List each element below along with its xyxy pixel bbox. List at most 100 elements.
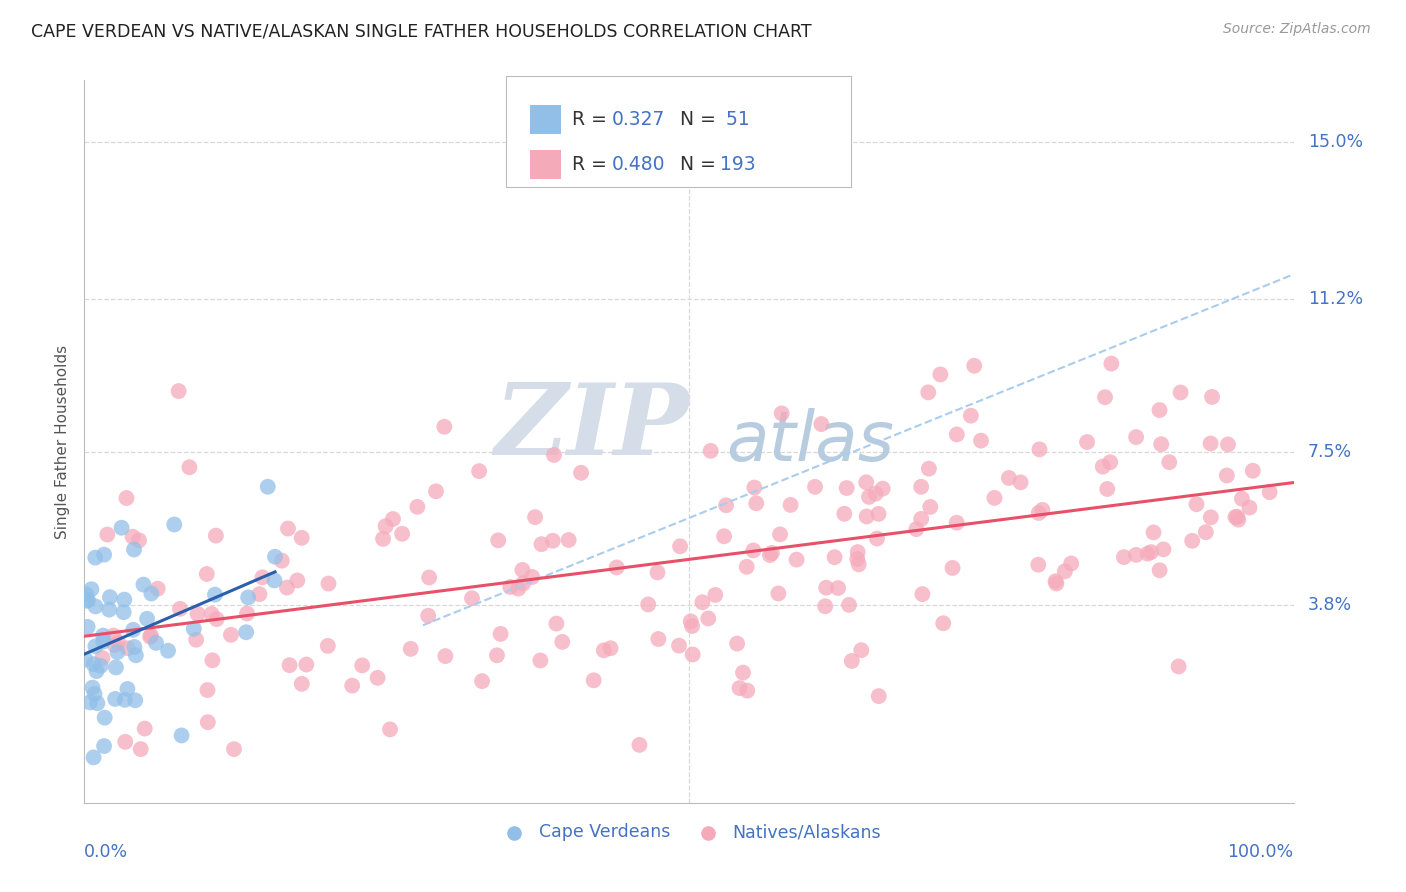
Point <box>959 409 981 423</box>
Point <box>814 599 837 614</box>
Point <box>434 649 457 664</box>
Point <box>205 612 228 626</box>
Point <box>529 653 551 667</box>
Point <box>112 605 135 619</box>
Point <box>170 728 193 742</box>
Point <box>270 554 292 568</box>
Point <box>256 480 278 494</box>
Point <box>1241 464 1264 478</box>
Point <box>983 491 1005 505</box>
Point <box>1028 442 1050 457</box>
Text: R =: R = <box>572 110 613 128</box>
Point <box>1185 497 1208 511</box>
Point <box>83 750 105 764</box>
Text: 15.0%: 15.0% <box>1308 133 1364 152</box>
Point <box>352 658 374 673</box>
Point <box>735 559 758 574</box>
Point <box>114 735 136 749</box>
Text: N =: N = <box>668 110 721 128</box>
Point <box>606 560 628 574</box>
Point <box>79 696 101 710</box>
Point <box>868 689 890 703</box>
Point <box>551 635 574 649</box>
Point <box>910 480 932 494</box>
Point <box>141 586 163 600</box>
Point <box>731 665 754 680</box>
Point <box>681 619 703 633</box>
Point <box>910 512 932 526</box>
Text: CAPE VERDEAN VS NATIVE/ALASKAN SINGLE FATHER HOUSEHOLDS CORRELATION CHART: CAPE VERDEAN VS NATIVE/ALASKAN SINGLE FA… <box>31 22 811 40</box>
Point <box>682 648 704 662</box>
Point <box>1091 459 1114 474</box>
Point <box>485 648 508 663</box>
Point <box>929 368 952 382</box>
Point <box>84 640 107 654</box>
Point <box>1199 436 1222 450</box>
Point <box>461 591 484 606</box>
Point <box>804 480 827 494</box>
Point <box>541 533 564 548</box>
Point <box>205 528 228 542</box>
Point <box>530 537 553 551</box>
Point <box>139 628 162 642</box>
Point <box>779 498 801 512</box>
Text: 100.0%: 100.0% <box>1227 843 1294 861</box>
Point <box>186 632 208 647</box>
Point <box>669 539 692 553</box>
Point <box>546 616 568 631</box>
Point <box>276 581 298 595</box>
Point <box>846 545 869 559</box>
Point <box>278 658 301 673</box>
Point <box>418 570 440 584</box>
Point <box>768 586 790 600</box>
Point <box>512 563 534 577</box>
Point <box>1142 525 1164 540</box>
Legend: Cape Verdeans, Natives/Alaskans: Cape Verdeans, Natives/Alaskans <box>489 816 889 848</box>
Point <box>569 466 592 480</box>
Point <box>83 687 105 701</box>
Point <box>86 696 108 710</box>
Point <box>855 509 877 524</box>
Point <box>1076 435 1098 450</box>
Point <box>107 645 129 659</box>
Point <box>76 594 98 608</box>
Point <box>122 623 145 637</box>
Point <box>1026 558 1049 572</box>
Point <box>647 632 669 646</box>
Text: ZIP: ZIP <box>495 379 690 475</box>
Point <box>236 607 259 621</box>
Point <box>745 496 768 510</box>
Point <box>201 653 224 667</box>
Point <box>835 481 858 495</box>
Point <box>759 548 782 562</box>
Text: atlas: atlas <box>725 408 894 475</box>
Point <box>146 582 169 596</box>
Point <box>970 434 993 448</box>
Point <box>1199 510 1222 524</box>
Point <box>471 674 494 689</box>
Point <box>851 643 873 657</box>
Point <box>104 660 127 674</box>
Point <box>114 693 136 707</box>
Text: 193: 193 <box>720 155 755 174</box>
Point <box>599 641 621 656</box>
Point <box>83 657 105 672</box>
Point <box>848 558 870 572</box>
Point <box>115 491 138 505</box>
Point <box>1031 503 1053 517</box>
Point <box>86 664 108 678</box>
Point <box>1094 390 1116 404</box>
Text: 3.8%: 3.8% <box>1308 596 1353 614</box>
Point <box>1053 564 1076 578</box>
Point <box>543 448 565 462</box>
Point <box>841 654 863 668</box>
Point <box>810 417 832 431</box>
Point <box>77 593 100 607</box>
Point <box>1045 574 1067 589</box>
Point <box>692 595 714 609</box>
Point <box>84 599 107 614</box>
Point <box>858 490 880 504</box>
Point <box>418 608 440 623</box>
Point <box>163 517 186 532</box>
Point <box>1125 548 1147 562</box>
